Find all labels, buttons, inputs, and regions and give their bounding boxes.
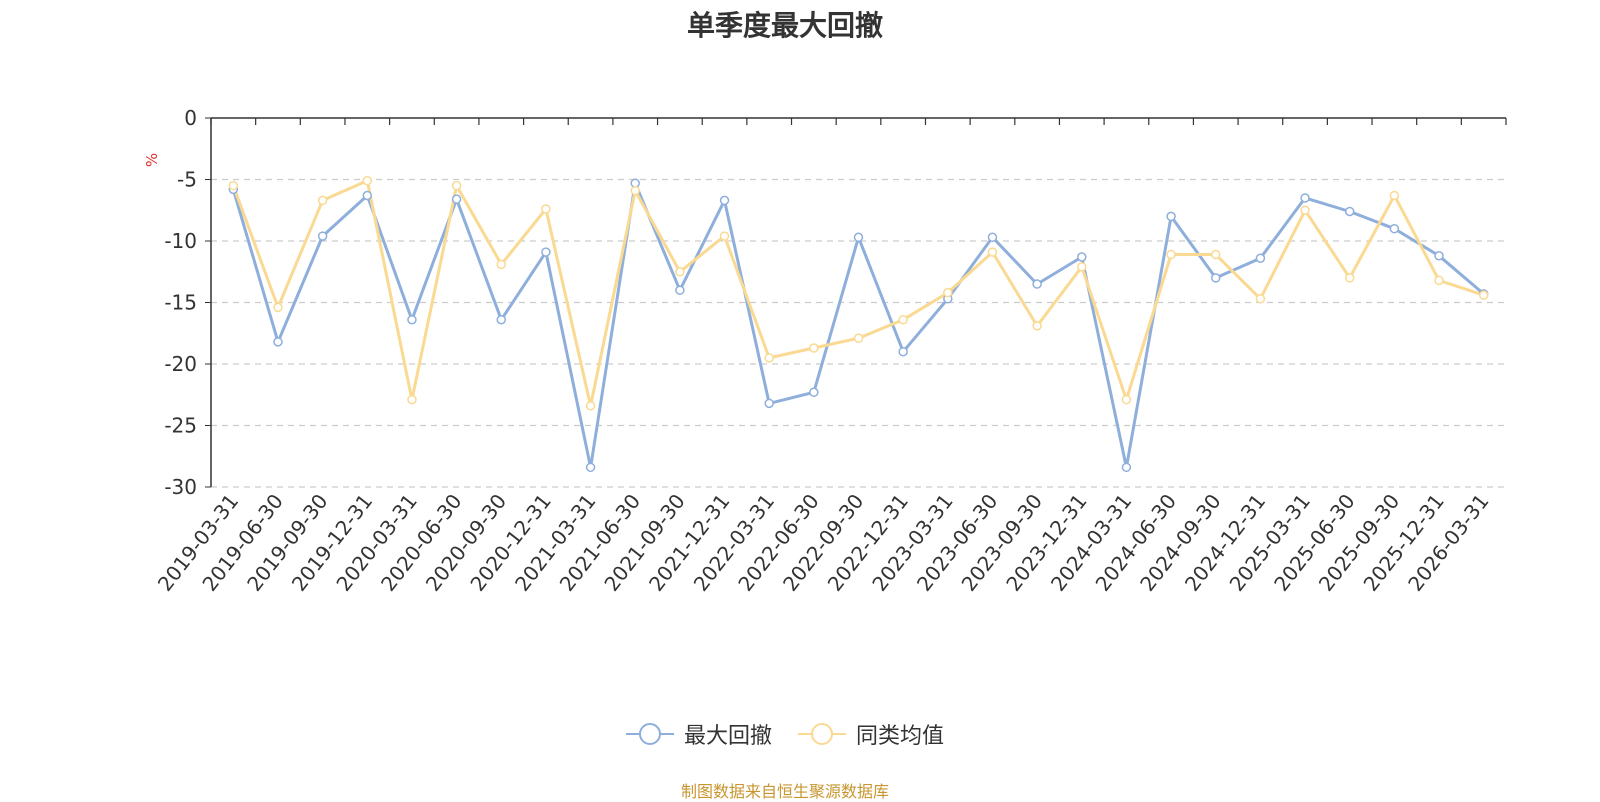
data-point-series-1[interactable]: [1478, 290, 1489, 300]
data-point-series-0[interactable]: [853, 232, 864, 243]
legend-item-max-drawdown[interactable]: 最大回撤: [625, 718, 772, 750]
y-tick-label: 0: [184, 106, 197, 130]
data-point-series-0[interactable]: [1077, 252, 1087, 262]
data-point-series-1[interactable]: [407, 394, 417, 405]
y-tick-label: -15: [164, 291, 197, 315]
data-point-series-0[interactable]: [1434, 251, 1444, 261]
data-point-series-0[interactable]: [407, 314, 417, 325]
legend-marker-max-drawdown: [625, 723, 674, 745]
data-point-series-0[interactable]: [273, 337, 283, 347]
data-point-series-1[interactable]: [853, 333, 864, 343]
data-point-series-0[interactable]: [541, 247, 551, 257]
data-point-series-0[interactable]: [987, 232, 998, 243]
data-point-series-0[interactable]: [764, 398, 774, 409]
legend-label-category-average: 同类均值: [856, 724, 945, 749]
data-point-series-1[interactable]: [1121, 394, 1132, 405]
data-point-series-1[interactable]: [273, 302, 283, 313]
data-point-series-1[interactable]: [228, 180, 239, 191]
y-tick-labels: 0 -5 -10 -15 -20 -25 -30: [164, 106, 197, 499]
data-point-series-1[interactable]: [1434, 275, 1444, 286]
y-axis-unit-label: %: [143, 153, 161, 167]
y-tick-label: -20: [164, 352, 197, 376]
data-point-series-0[interactable]: [719, 195, 730, 206]
data-point-series-0[interactable]: [451, 194, 462, 204]
grid-lines: [211, 178, 1506, 488]
data-point-series-1[interactable]: [585, 401, 596, 411]
data-source-note: 制图数据来自恒生聚源数据库: [680, 782, 889, 801]
data-point-series-0[interactable]: [317, 231, 328, 241]
data-point-series-1[interactable]: [1344, 273, 1355, 283]
data-point-series-1[interactable]: [451, 180, 462, 191]
legend-item-category-average[interactable]: 同类均值: [798, 718, 944, 750]
data-point-series-1[interactable]: [630, 185, 640, 196]
data-point-series-0[interactable]: [898, 346, 908, 357]
data-point-series-0[interactable]: [675, 285, 685, 295]
data-point-series-1[interactable]: [1166, 249, 1176, 260]
data-point-series-1[interactable]: [1077, 262, 1087, 272]
data-point-series-0[interactable]: [1166, 211, 1176, 222]
legend: 最大回撤 同类均值: [0, 718, 1570, 750]
data-point-series-1[interactable]: [496, 259, 507, 270]
y-tick-label: -5: [177, 168, 197, 192]
data-point-series-1[interactable]: [1210, 249, 1221, 260]
data-point-series-1[interactable]: [1389, 190, 1400, 201]
data-point-series-1[interactable]: [719, 231, 730, 241]
data-point-series-1[interactable]: [809, 343, 819, 353]
axes: [205, 117, 1507, 488]
data-point-series-1[interactable]: [987, 247, 998, 257]
data-point-series-1[interactable]: [1032, 321, 1042, 331]
data-point-series-0[interactable]: [362, 190, 373, 201]
data-point-series-1[interactable]: [943, 287, 953, 298]
data-point-series-0[interactable]: [1121, 462, 1132, 473]
y-tick-label: -10: [164, 229, 197, 253]
data-point-series-1[interactable]: [317, 195, 328, 206]
data-point-series-1[interactable]: [541, 204, 551, 214]
x-tick-labels: 2019-03-312019-06-302019-09-302019-12-31…: [153, 489, 1494, 595]
data-point-series-0[interactable]: [1300, 193, 1310, 203]
data-point-series-1[interactable]: [898, 314, 908, 325]
data-point-series-0[interactable]: [585, 462, 596, 473]
data-point-series-0[interactable]: [496, 314, 507, 325]
data-point-series-1[interactable]: [675, 267, 685, 277]
data-point-series-1[interactable]: [1255, 294, 1266, 304]
legend-marker-category-average: [798, 723, 846, 745]
series-lines: [231, 179, 1485, 469]
series-points: [228, 175, 1489, 473]
data-point-series-0[interactable]: [1255, 253, 1266, 263]
y-tick-label: -30: [164, 475, 197, 499]
data-point-series-0[interactable]: [1389, 223, 1400, 234]
data-point-series-0[interactable]: [1344, 206, 1355, 217]
data-point-series-1[interactable]: [1300, 205, 1310, 215]
data-point-series-1[interactable]: [362, 175, 373, 186]
data-point-series-1[interactable]: [764, 353, 774, 363]
chart-title: 单季度最大回撤: [686, 9, 883, 42]
data-point-series-0[interactable]: [1032, 279, 1042, 289]
data-point-series-0[interactable]: [1210, 273, 1221, 283]
y-tick-label: -25: [164, 414, 197, 438]
legend-label-max-drawdown: 最大回撤: [683, 724, 772, 749]
data-point-series-0[interactable]: [809, 387, 819, 398]
